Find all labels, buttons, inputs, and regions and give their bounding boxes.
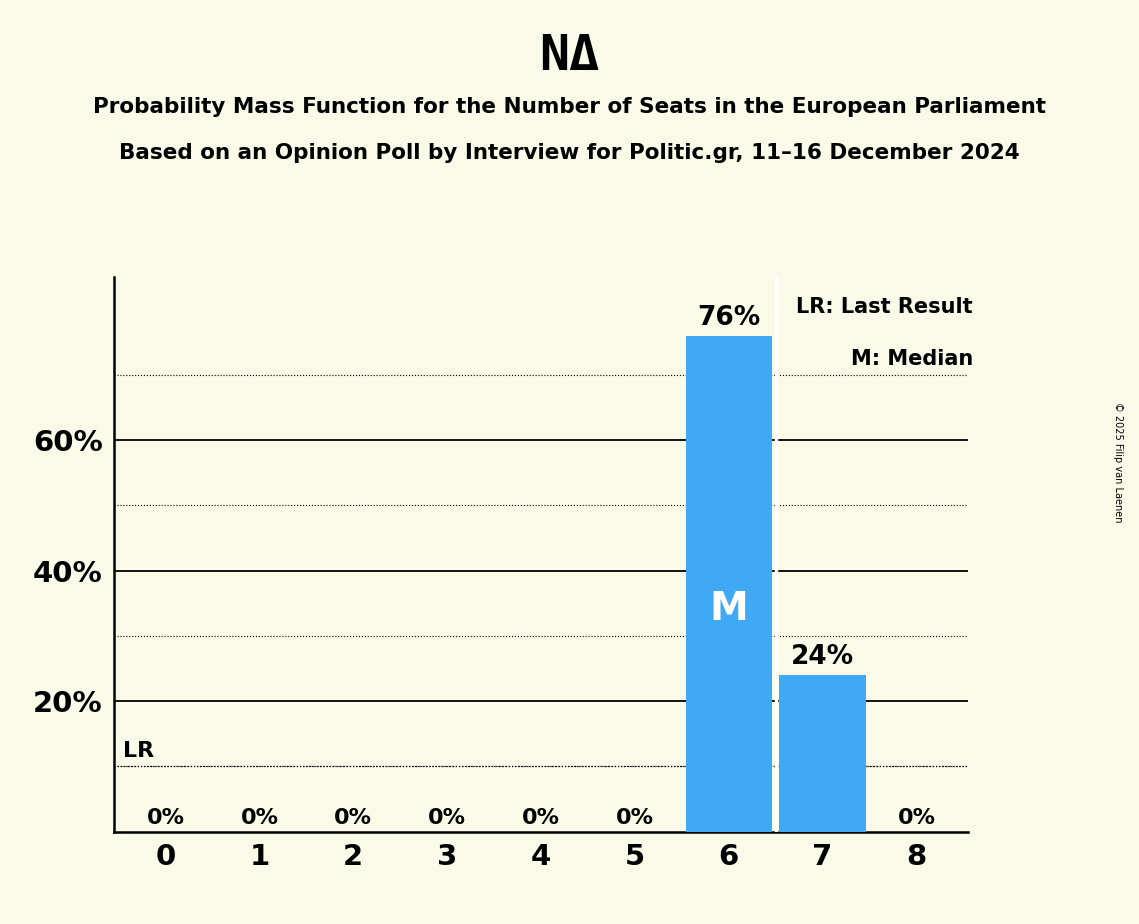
Text: M: M [710, 590, 748, 627]
Text: 76%: 76% [697, 305, 761, 331]
Text: LR: LR [123, 741, 155, 761]
Text: 24%: 24% [792, 644, 854, 670]
Text: 0%: 0% [522, 808, 560, 828]
Text: 0%: 0% [616, 808, 654, 828]
Text: © 2025 Filip van Laenen: © 2025 Filip van Laenen [1114, 402, 1123, 522]
Text: Probability Mass Function for the Number of Seats in the European Parliament: Probability Mass Function for the Number… [93, 97, 1046, 117]
Bar [779, 675, 866, 832]
Bar [686, 336, 772, 832]
Text: M: Median: M: Median [851, 349, 973, 369]
Text: 0%: 0% [147, 808, 185, 828]
Text: 0%: 0% [428, 808, 466, 828]
Text: LR: Last Result: LR: Last Result [796, 297, 973, 317]
Text: 0%: 0% [898, 808, 935, 828]
Text: Based on an Opinion Poll by Interview for Politic.gr, 11–16 December 2024: Based on an Opinion Poll by Interview fo… [120, 143, 1019, 164]
Text: 0%: 0% [240, 808, 278, 828]
Text: NΔ: NΔ [540, 32, 599, 80]
Text: 0%: 0% [334, 808, 372, 828]
